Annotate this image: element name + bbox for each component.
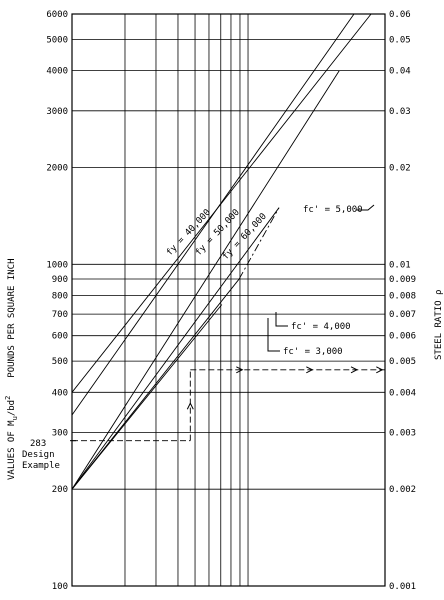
series-line — [71, 70, 340, 490]
left-tick-label: 300 — [52, 429, 68, 439]
left-tick-label: 4000 — [46, 67, 68, 77]
right-tick-label: 0.007 — [389, 310, 416, 320]
right-tick-label: 0.02 — [389, 163, 411, 173]
label-fc-4000: fc' = 4,000 — [291, 322, 351, 332]
right-tick-label: 0.001 — [389, 582, 416, 592]
leader-fc-5000 — [356, 204, 375, 211]
right-tick-label: 0.008 — [389, 291, 416, 301]
right-tick-label: 0.04 — [389, 67, 411, 77]
tick-labels: 100 200 300 400 500 600 700 800 900 1000 2000 3000 4… — [46, 10, 416, 592]
series-line — [71, 304, 223, 490]
right-tick-label: 0.03 — [389, 107, 411, 117]
left-tick-label: 5000 — [46, 35, 68, 45]
series-line — [71, 13, 355, 416]
label-fc-3000: fc' = 3,000 — [283, 347, 343, 357]
left-tick-label: 400 — [52, 388, 68, 398]
example-arrow — [186, 402, 194, 410]
left-tick-label: 800 — [52, 291, 68, 301]
label-fc-5000: fc' = 5,000 — [303, 205, 363, 215]
right-tick-label: 0.002 — [389, 485, 416, 495]
right-axis-title: STEEL RATIO ρ — [434, 290, 444, 360]
example-arrow — [306, 366, 314, 374]
example-arrow — [236, 366, 244, 374]
right-tick-label: 0.006 — [389, 332, 416, 342]
left-tick-label: 600 — [52, 332, 68, 342]
right-tick-label: 0.05 — [389, 35, 411, 45]
left-tick-label: 100 — [52, 582, 68, 592]
left-tick-label: 1000 — [46, 260, 68, 270]
left-tick-label: 6000 — [46, 10, 68, 20]
plot-frame — [71, 13, 386, 587]
grid — [71, 13, 386, 587]
right-tick-label: 0.003 — [389, 429, 416, 439]
design-example — [70, 366, 385, 442]
left-tick-label: 700 — [52, 310, 68, 320]
left-tick-label: 200 — [52, 485, 68, 495]
left-axis-title: VALUES OF Mu/bd2POUNDS PER SQUARE INCH — [4, 258, 19, 480]
example-word: Example — [22, 461, 60, 471]
left-tick-label: 3000 — [46, 107, 68, 117]
series-line — [71, 207, 280, 490]
left-tick-label: 500 — [52, 357, 68, 367]
right-tick-label: 0.01 — [389, 260, 411, 270]
example-arrow — [376, 366, 384, 374]
left-tick-label: 2000 — [46, 163, 68, 173]
leader-fc-4000 — [275, 312, 288, 327]
right-tick-label: 0.009 — [389, 275, 416, 285]
leader-fc-3000 — [267, 318, 280, 352]
right-tick-label: 0.004 — [389, 388, 416, 398]
series-line — [238, 207, 280, 280]
left-tick-label: 900 — [52, 275, 68, 285]
right-tick-label: 0.06 — [389, 10, 411, 20]
right-tick-label: 0.005 — [389, 357, 416, 367]
example-design: Design — [22, 450, 55, 460]
example-arrow — [350, 366, 359, 374]
series-lines — [71, 13, 372, 490]
svg-text:VALUES OF Mu/bd2POUNDS PER SQU: VALUES OF Mu/bd2POUNDS PER SQUARE INCH — [4, 258, 19, 480]
example-value: 283 — [30, 439, 46, 449]
